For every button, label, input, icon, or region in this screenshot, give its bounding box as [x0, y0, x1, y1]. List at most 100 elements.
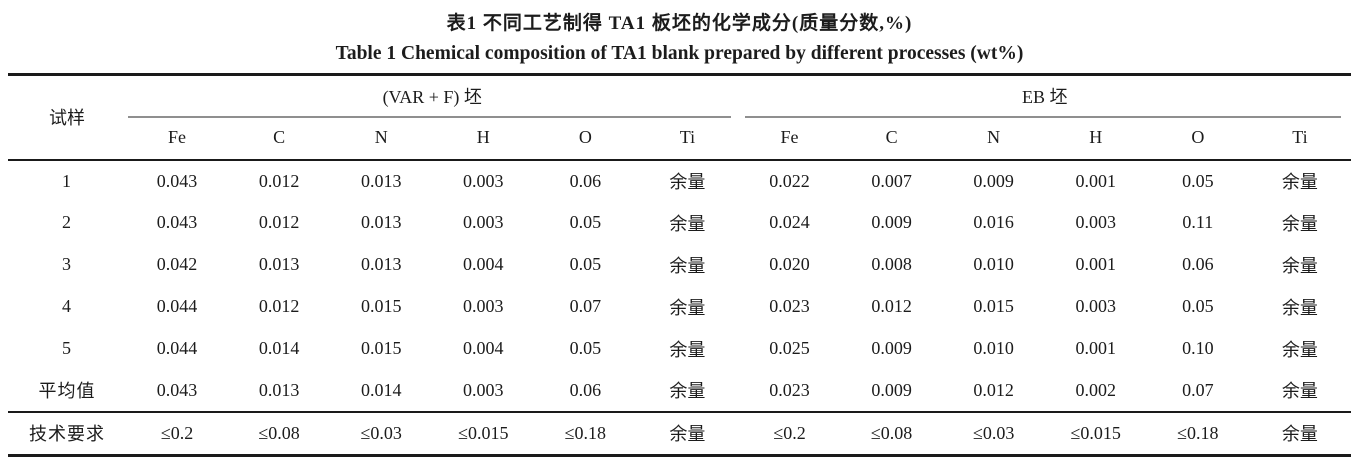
group-spanner-rule	[128, 115, 732, 118]
cell: 余量	[1248, 410, 1351, 456]
cell: 0.012	[258, 170, 300, 191]
cell: ≤0.015	[432, 410, 535, 456]
cell: 0.11	[1182, 212, 1214, 232]
group-header-eb-label: EB 坯	[1021, 87, 1068, 108]
cell: 0.013	[360, 212, 402, 232]
group-spanner-rule	[745, 115, 1341, 118]
cell: 余量	[1281, 381, 1318, 401]
cell: 0.020	[769, 254, 810, 274]
cell: ≤0.2	[738, 410, 841, 456]
row-label: 4	[62, 296, 72, 316]
cell: ≤0.03	[942, 410, 1045, 456]
cell: 0.003	[463, 170, 504, 191]
cell: 0.003	[463, 379, 504, 400]
column-header-h: H	[432, 116, 535, 161]
column-header-ti: Ti	[636, 116, 739, 161]
cell: 0.05	[569, 254, 602, 274]
group-header-var-f: (VAR + F) 坯	[126, 75, 738, 118]
cell: ≤0.18	[534, 410, 637, 456]
cell: 0.014	[258, 338, 300, 358]
cell: 0.016	[973, 212, 1014, 232]
cell: 0.022	[769, 170, 810, 191]
cell: 0.013	[258, 254, 300, 274]
table-title-chinese: 表1 不同工艺制得 TA1 板坯的化学成分(质量分数,%)	[446, 13, 913, 34]
cell: 0.013	[360, 254, 402, 274]
column-header-n: N	[942, 116, 1045, 161]
cell: 0.003	[1075, 296, 1116, 316]
cell: 0.002	[1075, 379, 1116, 400]
cell: 0.004	[463, 254, 504, 274]
cell: 0.06	[569, 170, 602, 191]
column-header-ti: Ti	[1248, 116, 1351, 161]
cell: 0.013	[360, 170, 402, 191]
row-label: 1	[62, 170, 72, 191]
cell: 余量	[1281, 339, 1318, 360]
cell: 0.043	[156, 212, 198, 232]
cell: ≤0.2	[126, 410, 229, 456]
cell: 0.05	[1182, 170, 1214, 191]
column-header-h: H	[1044, 116, 1147, 161]
cell: 0.024	[769, 212, 810, 232]
cell: ≤0.03	[330, 410, 433, 456]
table-row-sample-4: 4 0.044 0.012 0.015 0.003 0.07 余量 0.023 …	[8, 286, 1351, 328]
cell: 0.043	[156, 379, 198, 400]
cell: 0.043	[156, 170, 198, 191]
cell: 0.10	[1182, 338, 1214, 358]
cell: ≤0.08	[840, 410, 943, 456]
cell: 0.06	[569, 379, 602, 400]
cell: 0.023	[769, 379, 810, 400]
column-header-o: O	[1146, 116, 1249, 161]
cell: 0.003	[463, 296, 504, 316]
table-row-sample-5: 5 0.044 0.014 0.015 0.004 0.05 余量 0.025 …	[8, 328, 1351, 370]
cell: 0.05	[1182, 296, 1214, 316]
cell: 0.014	[360, 379, 402, 400]
column-header-fe: Fe	[126, 116, 229, 161]
cell: 0.05	[569, 338, 602, 358]
group-header-eb: EB 坯	[738, 75, 1351, 118]
cell: 0.009	[871, 212, 912, 232]
cell: 0.05	[569, 212, 602, 232]
element-header-row: Fe C N H O Ti Fe C N H O Ti	[8, 116, 1351, 161]
cell: 0.025	[769, 338, 810, 358]
cell: 0.007	[871, 170, 912, 191]
row-label: 2	[62, 212, 72, 232]
table-row-sample-1: 1 0.043 0.012 0.013 0.003 0.06 余量 0.022 …	[8, 160, 1351, 202]
table-title-english: Table 1 Chemical composition of TA1 blan…	[335, 43, 1024, 64]
composition-table: 试样 (VAR + F) 坯 EB 坯 Fe C N H O Ti Fe C	[8, 73, 1351, 457]
cell: 0.012	[973, 379, 1014, 400]
cell: 0.010	[973, 338, 1014, 358]
row-label: 平均值	[38, 381, 96, 401]
column-header-o: O	[534, 116, 637, 161]
cell: 0.013	[258, 379, 300, 400]
cell: 0.023	[769, 296, 810, 316]
cell: 余量	[669, 339, 706, 360]
cell: 0.012	[258, 296, 300, 316]
cell: ≤0.18	[1146, 410, 1249, 456]
column-header-n: N	[330, 116, 433, 161]
cell: 0.003	[1075, 212, 1116, 232]
cell: 0.001	[1075, 338, 1116, 358]
cell: 0.042	[156, 254, 198, 274]
cell: 0.008	[871, 254, 912, 274]
cell: 0.001	[1075, 254, 1116, 274]
cell: 0.001	[1075, 170, 1116, 191]
cell: 余量	[669, 381, 706, 401]
cell: 余量	[1281, 255, 1318, 276]
column-header-c: C	[228, 116, 331, 161]
cell: 余量	[669, 213, 706, 234]
cell: 0.009	[871, 379, 912, 400]
cell: 0.015	[360, 296, 402, 316]
cell: ≤0.08	[228, 410, 331, 456]
cell: 0.004	[463, 338, 504, 358]
column-header-fe: Fe	[738, 116, 841, 161]
cell: 余量	[669, 172, 706, 192]
cell: 0.010	[973, 254, 1014, 274]
cell: 余量	[636, 410, 739, 456]
table-row-sample-3: 3 0.042 0.013 0.013 0.004 0.05 余量 0.020 …	[8, 244, 1351, 286]
row-label: 5	[62, 338, 72, 358]
cell: 0.07	[569, 296, 602, 316]
cell: 0.044	[156, 338, 198, 358]
cell: 0.012	[258, 212, 300, 232]
cell: 0.012	[871, 296, 912, 316]
table-row-average: 平均值 0.043 0.013 0.014 0.003 0.06 余量 0.02…	[8, 370, 1351, 412]
